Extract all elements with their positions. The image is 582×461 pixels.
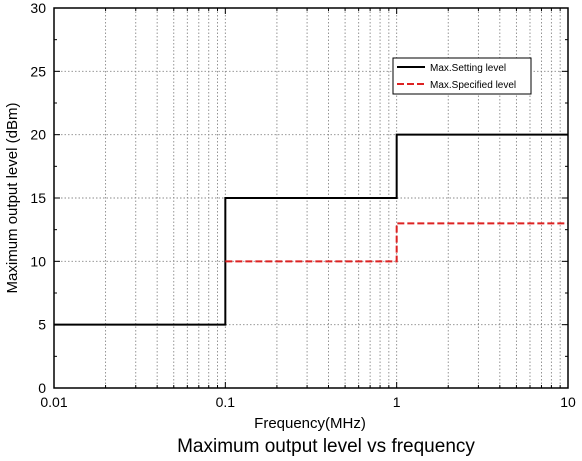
- x-tick-label: 0.1: [216, 394, 236, 410]
- y-tick-label: 10: [30, 253, 46, 269]
- axis-ticks: [53, 7, 569, 389]
- x-axis-label: Frequency(MHz): [254, 415, 366, 432]
- y-tick-label: 30: [30, 0, 46, 16]
- y-tick-label: 20: [30, 127, 46, 143]
- series-line-max-setting-level: [54, 133, 568, 326]
- legend-box: [392, 57, 532, 95]
- y-tick-label: 25: [30, 63, 46, 79]
- y-tick-label: 15: [30, 190, 46, 206]
- legend: Max.Setting level Max.Specified level: [392, 57, 532, 95]
- legend-label-max-specified-level: Max.Specified level: [430, 80, 516, 91]
- tick-labels: 0.01 0.1 1 10 0 5 10 15 20 25 30: [30, 0, 576, 410]
- legend-label-max-setting-level: Max.Setting level: [430, 63, 506, 74]
- y-axis-label: Maximum output level (dBm): [4, 103, 21, 294]
- y-tick-label: 0: [38, 380, 46, 396]
- series-line-max-specified-level: [225, 222, 568, 263]
- x-tick-label: 0.01: [40, 394, 67, 410]
- y-tick-label: 5: [38, 317, 46, 333]
- series-lines: [54, 133, 568, 326]
- chart-caption: Maximum output level vs frequency: [177, 436, 475, 457]
- x-tick-label: 1: [393, 394, 401, 410]
- x-tick-label: 10: [560, 394, 576, 410]
